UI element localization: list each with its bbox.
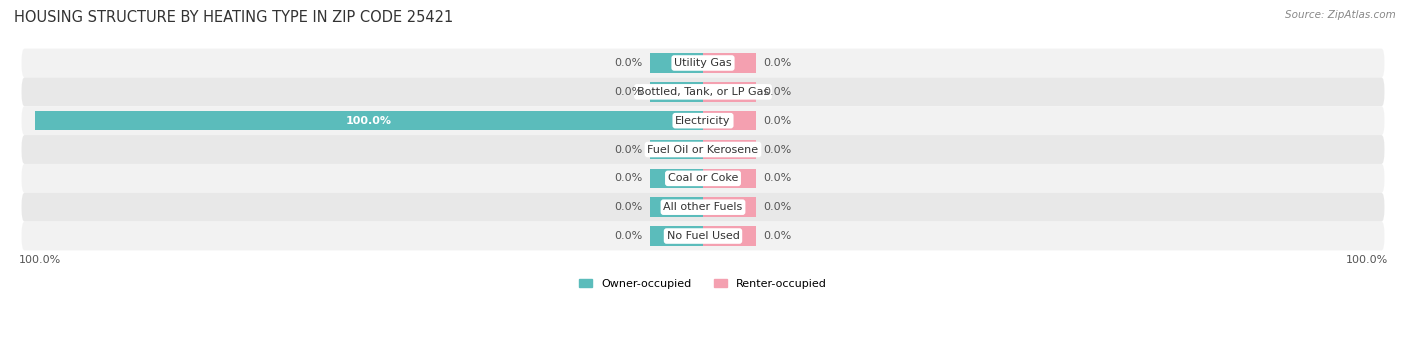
Legend: Owner-occupied, Renter-occupied: Owner-occupied, Renter-occupied [575, 275, 831, 294]
Bar [650, 168, 703, 188]
Text: 0.0%: 0.0% [614, 87, 643, 97]
Text: HOUSING STRUCTURE BY HEATING TYPE IN ZIP CODE 25421: HOUSING STRUCTURE BY HEATING TYPE IN ZIP… [14, 10, 453, 25]
FancyBboxPatch shape [21, 106, 1385, 135]
Bar [703, 111, 756, 131]
FancyBboxPatch shape [21, 77, 1385, 106]
Text: 0.0%: 0.0% [614, 58, 643, 68]
Bar [650, 197, 703, 217]
Text: 0.0%: 0.0% [763, 145, 792, 154]
Bar [703, 82, 756, 102]
FancyBboxPatch shape [21, 193, 1385, 222]
Text: 0.0%: 0.0% [763, 87, 792, 97]
Text: Electricity: Electricity [675, 116, 731, 126]
Text: Bottled, Tank, or LP Gas: Bottled, Tank, or LP Gas [637, 87, 769, 97]
Text: Utility Gas: Utility Gas [675, 58, 731, 68]
Text: 0.0%: 0.0% [614, 173, 643, 183]
Text: 0.0%: 0.0% [763, 202, 792, 212]
Text: Coal or Coke: Coal or Coke [668, 173, 738, 183]
FancyBboxPatch shape [21, 48, 1385, 77]
Text: 0.0%: 0.0% [614, 202, 643, 212]
Text: 100.0%: 100.0% [346, 116, 392, 126]
Text: 0.0%: 0.0% [763, 58, 792, 68]
Bar [703, 226, 756, 246]
Text: No Fuel Used: No Fuel Used [666, 231, 740, 241]
Bar [650, 53, 703, 73]
Text: 100.0%: 100.0% [18, 255, 60, 265]
FancyBboxPatch shape [21, 222, 1385, 250]
Text: 100.0%: 100.0% [1346, 255, 1388, 265]
Text: Fuel Oil or Kerosene: Fuel Oil or Kerosene [647, 145, 759, 154]
Bar [650, 226, 703, 246]
Text: 0.0%: 0.0% [763, 173, 792, 183]
Text: All other Fuels: All other Fuels [664, 202, 742, 212]
Text: 0.0%: 0.0% [763, 116, 792, 126]
Bar [650, 140, 703, 159]
Bar [703, 53, 756, 73]
Bar [703, 197, 756, 217]
Bar [703, 140, 756, 159]
Text: Source: ZipAtlas.com: Source: ZipAtlas.com [1285, 10, 1396, 20]
Text: 0.0%: 0.0% [763, 231, 792, 241]
FancyBboxPatch shape [21, 135, 1385, 164]
Text: 0.0%: 0.0% [614, 231, 643, 241]
Bar [35, 111, 703, 131]
Bar [650, 82, 703, 102]
Bar [703, 168, 756, 188]
Text: 0.0%: 0.0% [614, 145, 643, 154]
FancyBboxPatch shape [21, 164, 1385, 193]
